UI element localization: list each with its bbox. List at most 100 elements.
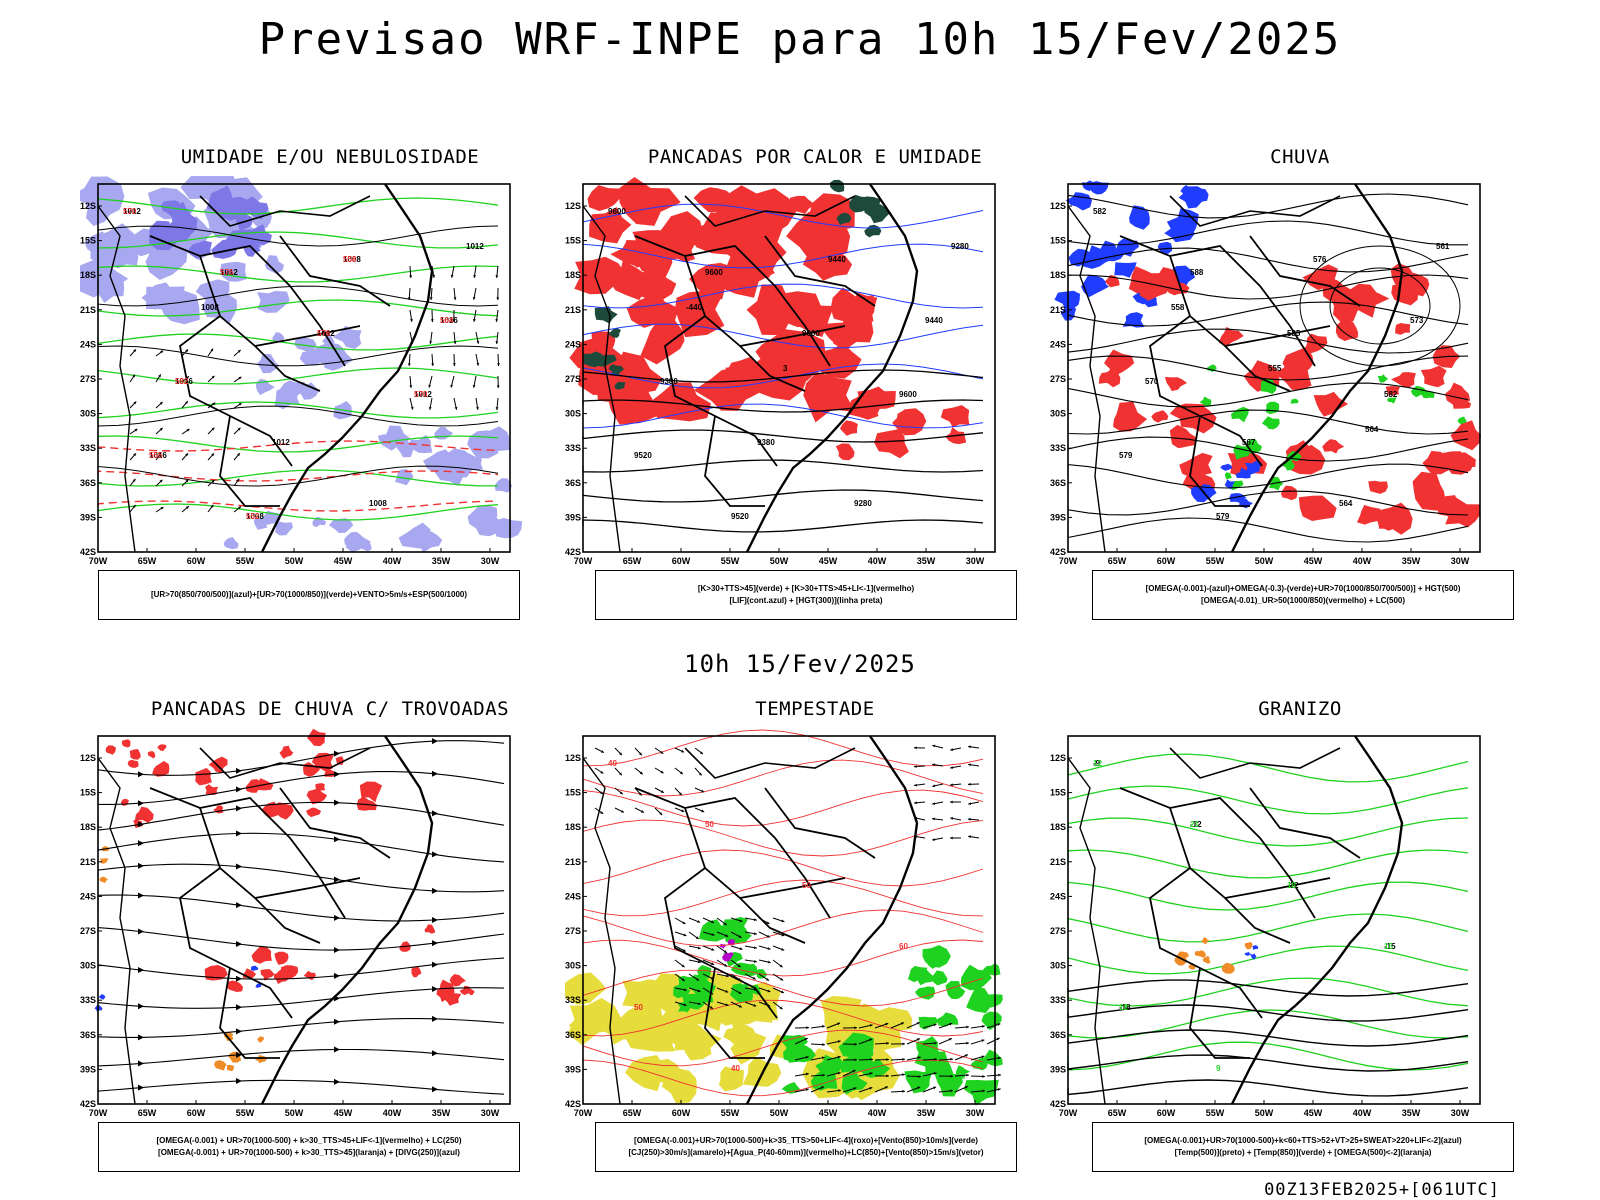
rain-area	[1218, 326, 1244, 347]
wind-arrow	[407, 363, 411, 366]
convection-area	[850, 391, 879, 416]
wind-arrow	[473, 275, 477, 278]
wind-850-area	[925, 954, 944, 969]
wind-vector	[914, 783, 917, 787]
lon-tick-label: 45W	[1304, 556, 1323, 566]
rain-area	[1164, 377, 1188, 392]
storm-area	[306, 788, 328, 805]
wind-arrow	[159, 479, 163, 483]
storm-area	[274, 951, 289, 965]
contour-label: 9280	[854, 499, 872, 508]
temp850-contour	[1067, 913, 1469, 943]
green-contour	[97, 503, 499, 521]
contour-label: 576	[220, 268, 234, 277]
legend-line: [OMEGA(-0.001)-(azul)+OMEGA(-0.3)-(verde…	[1145, 584, 1461, 593]
humidity-area	[211, 238, 240, 259]
contour-label: 558	[343, 255, 357, 264]
wind-vector	[948, 1038, 952, 1041]
streamline-arrow	[432, 940, 438, 947]
storm-area	[459, 985, 471, 996]
omega500-area	[1244, 941, 1253, 950]
storm-area	[303, 970, 316, 981]
orange-area	[257, 1036, 265, 1043]
wind-vector	[701, 809, 705, 813]
wind-arrow	[159, 427, 163, 431]
wind-vector	[854, 1026, 857, 1030]
wind-vector	[600, 791, 604, 794]
humidity-area	[345, 532, 372, 553]
green-contour	[97, 231, 499, 249]
humidity-area	[294, 337, 317, 353]
lon-tick-label: 30W	[966, 556, 985, 566]
teal-area	[864, 224, 882, 238]
lon-tick-label: 60W	[187, 1108, 206, 1118]
wind-arrow	[453, 297, 457, 300]
wind-vector	[739, 919, 743, 923]
orange-area	[214, 1060, 227, 1071]
lat-tick-label: 15S	[1050, 788, 1066, 798]
wind-vector	[638, 792, 642, 796]
storm-area	[157, 744, 167, 751]
rain-area	[1298, 495, 1337, 521]
streamline	[97, 1018, 505, 1038]
lat-tick-label: 33S	[80, 995, 96, 1005]
humidity-area	[462, 453, 483, 471]
rain-area	[1165, 280, 1190, 296]
contour-label: 564	[440, 316, 454, 325]
wind-vector	[681, 978, 685, 981]
humidity-area	[494, 478, 512, 493]
lat-tick-label: 30S	[1050, 409, 1066, 419]
teal-area	[614, 381, 626, 390]
wind-arrow	[495, 275, 499, 278]
humidity-area	[274, 521, 293, 536]
wind-850-area	[982, 963, 1001, 976]
streamline-arrow	[432, 887, 438, 894]
wind-arrow	[238, 376, 242, 380]
contour-label: 1016	[175, 377, 193, 386]
wind-vector	[981, 1039, 985, 1043]
wind-arrow	[496, 297, 500, 300]
omega500-area	[1201, 937, 1210, 945]
lat-tick-label: 30S	[80, 409, 96, 419]
contour-label: 9440	[828, 255, 846, 264]
wind-vector	[639, 771, 643, 775]
lat-tick-label: 24S	[1050, 339, 1066, 349]
convection-area	[727, 357, 761, 386]
streamline-arrow	[432, 1086, 438, 1093]
streamline-arrow	[138, 800, 144, 807]
humidity-area	[256, 353, 277, 374]
lon-tick-label: 40W	[1353, 1108, 1372, 1118]
contour-label: 9380	[660, 377, 678, 386]
temp850-contour	[1067, 849, 1469, 879]
wind-arrow	[407, 297, 411, 300]
border-line	[582, 757, 621, 1105]
wind-vector	[711, 962, 715, 965]
contour-label: 60	[899, 942, 908, 951]
wind-vector	[916, 1022, 920, 1025]
panel-title: PANCADAS POR CALOR E UMIDADE	[647, 146, 983, 168]
wind-vector	[639, 752, 642, 756]
lc850-contour	[582, 1059, 984, 1097]
streamline-arrow	[334, 771, 340, 778]
state-border	[1149, 315, 1263, 467]
wind-vector	[932, 744, 936, 748]
pressure-contour	[97, 345, 499, 367]
wind-arrow	[133, 401, 137, 405]
lon-tick-label: 65W	[138, 1108, 157, 1118]
hgt300-contour	[582, 399, 984, 413]
wind-arrow	[210, 348, 214, 352]
legend-line: [Temp(500)](preto) + [Temp(850)](verde) …	[1174, 1148, 1432, 1157]
teal-area	[608, 328, 621, 338]
lon-tick-label: 45W	[334, 556, 353, 566]
streamline-arrow	[334, 947, 340, 954]
streamline-arrow	[236, 805, 242, 812]
omega-area	[1220, 463, 1233, 471]
wind-vector	[869, 1038, 873, 1042]
wind-vector	[982, 1074, 985, 1078]
contour-label: 1008	[369, 499, 387, 508]
lon-tick-label: 60W	[672, 556, 691, 566]
lat-tick-label: 33S	[80, 443, 96, 453]
panel-title: CHUVA	[1270, 146, 1330, 168]
state-border	[1189, 967, 1250, 1059]
lat-tick-label: 36S	[80, 478, 96, 488]
